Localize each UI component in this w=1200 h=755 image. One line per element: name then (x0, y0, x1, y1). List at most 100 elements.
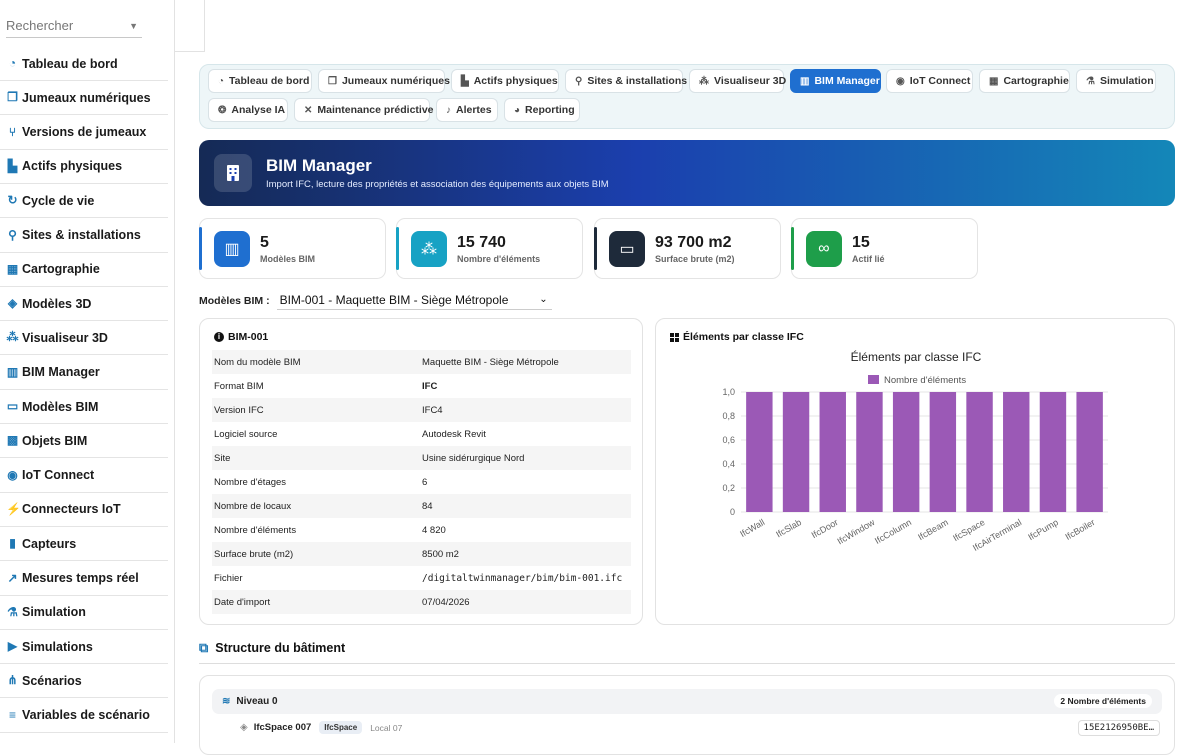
chevron-down-icon: ⌄ (539, 294, 548, 305)
stat-label: Modèles BIM (260, 254, 316, 264)
sidebar-item-actifs-physiques[interactable]: ▙ Actifs physiques (0, 150, 168, 184)
x-tick-label: IfcDoor (810, 517, 840, 540)
detail-row: Date d'import 07/04/2026 (212, 590, 631, 614)
y-tick-label: 1,0 (722, 387, 735, 397)
sidebar-item-sites-installations[interactable]: ⚲ Sites & installations (0, 219, 168, 253)
detail-value: Usine sidérurgique Nord (422, 452, 525, 464)
page-banner: BIM Manager Import IFC, lecture des prop… (199, 140, 1175, 206)
tab-actifs-physiques[interactable]: ▙ Actifs physiques (451, 69, 559, 93)
tab-reporting[interactable]: ◕ Reporting (504, 98, 580, 122)
tab-sites-installations[interactable]: ⚲ Sites & installations (565, 69, 687, 93)
chart-bar-icon: ▙ (7, 158, 18, 173)
detail-key: Nom du modèle BIM (214, 356, 301, 368)
brain-icon: ❂ (218, 104, 227, 116)
sidebar-item-tableau-de-bord[interactable]: ◔ Tableau de bord (0, 47, 168, 81)
sidebar-item-label: Jumeaux numériques (22, 90, 151, 105)
stat-label: Surface brute (m2) (655, 254, 735, 264)
building-icon: ▥ (6, 364, 19, 379)
plug-icon: ⚡ (6, 501, 21, 516)
tab-tableau-de-bord[interactable]: ◔ Tableau de bord (208, 69, 312, 93)
sidebar-item-simulation[interactable]: ⚗ Simulation (0, 596, 168, 630)
sidebar-item-objets-bim[interactable]: ▩ Objets BIM (0, 424, 168, 459)
details-title-text: BIM-001 (228, 331, 269, 343)
broadcast-icon: ◉ (896, 75, 905, 87)
detail-row: Surface brute (m2) 8500 m2 (212, 542, 631, 566)
sidebar-item-label: Sites & installations (22, 228, 141, 242)
sidebar-item-mod-les-3d[interactable]: ◈ Modèles 3D (0, 287, 168, 322)
sidebar-item-label: Modèles BIM (22, 399, 99, 414)
model-select[interactable]: BIM-001 - Maquette BIM - Siège Métropole… (276, 292, 552, 310)
sidebar-item-label: Cycle de vie (22, 193, 95, 208)
legend-label: Nombre d'éléments (884, 375, 966, 386)
stat-value: 15 (852, 234, 870, 251)
sidebar-item-sc-narios[interactable]: ⋔ Scénarios (0, 664, 168, 699)
sidebar-item-bim-manager[interactable]: ▥ BIM Manager (0, 356, 168, 390)
tab-label: BIM Manager (814, 75, 880, 87)
tab-bim-manager[interactable]: ▥ BIM Manager (790, 69, 881, 93)
gauge-icon: ◔ (218, 75, 225, 87)
nodes-icon: ⋔ (7, 673, 18, 688)
sidebar-item-capteurs[interactable]: ▮ Capteurs (0, 527, 168, 562)
detail-value: 07/04/2026 (422, 596, 470, 608)
level-row[interactable]: ≋ Niveau 0 2 Nombre d'éléments (212, 689, 1162, 714)
search-input[interactable]: Rechercher ▼ (6, 14, 142, 38)
model-selector: Modèles BIM : BIM-001 - Maquette BIM - S… (199, 292, 552, 310)
pie-icon: ◕ (514, 104, 521, 116)
detail-key: Nombre d'étages (214, 476, 287, 488)
detail-key: Logiciel source (214, 428, 278, 440)
sliders-icon: ≡ (8, 707, 16, 722)
detail-row: Fichier/digitaltwinmanager/bim/bim-001.i… (212, 566, 631, 590)
layers-icon: ≋ (222, 696, 231, 707)
sidebar-item-label: Visualiseur 3D (22, 330, 108, 345)
tab-analyse-ia[interactable]: ❂ Analyse IA (208, 98, 288, 122)
sidebar-item-iot-connect[interactable]: ◉ IoT Connect (0, 459, 168, 493)
tab-simulation[interactable]: ⚗ Simulation (1076, 69, 1156, 93)
x-tick-label: IfcWall (738, 517, 766, 539)
map-icon: ▦ (6, 261, 19, 276)
chevron-down-icon[interactable]: ▼ (129, 21, 138, 31)
sidebar-item-label: BIM Manager (22, 365, 100, 380)
divider (199, 663, 1175, 664)
detail-row: Nombre d'éléments 4 820 (212, 518, 631, 542)
page-subtitle: Import IFC, lecture des propriétés et as… (266, 179, 609, 190)
sidebar-item-connecteurs-iot[interactable]: ⚡ Connecteurs IoT (0, 493, 168, 527)
tab-visualiseur-3d[interactable]: ⁂ Visualiseur 3D (689, 69, 786, 93)
sidebar-item-visualiseur-3d[interactable]: ⁂ Visualiseur 3D (0, 321, 168, 356)
detail-key: Date d'import (214, 596, 271, 608)
tab-cartographie[interactable]: ▦ Cartographie (979, 69, 1070, 93)
tab-maintenance-pr-dictive[interactable]: ✕ Maintenance prédictive (294, 98, 434, 122)
tab-jumeaux-num-riques[interactable]: ❐ Jumeaux numériques (318, 69, 450, 93)
detail-key: Format BIM (214, 380, 264, 392)
sidebar-item-mesures-temps-r-el[interactable]: ↗ Mesures temps réel (0, 562, 168, 596)
space-item[interactable]: ◈ IfcSpace 007 IfcSpace Local 07 (240, 721, 402, 734)
chart-panel-title-text: Éléments par classe IFC (683, 331, 804, 343)
model-select-label: Modèles BIM : (199, 295, 270, 307)
stat-card: ▥ 5 Modèles BIM (199, 218, 386, 279)
structure-heading: ⧉ Structure du bâtiment (199, 640, 345, 656)
sidebar-item-simulations[interactable]: ▶ Simulations (0, 630, 168, 665)
chart-bar-icon: ▙ (461, 75, 469, 87)
map-pin-icon: ⚲ (8, 227, 17, 242)
detail-value: 6 (422, 476, 428, 488)
sidebar-item-variables-de-sc-nario[interactable]: ≡ Variables de scénario (0, 699, 168, 733)
ruler-icon: ▭ (609, 231, 645, 267)
sidebar-item-mod-les-bim[interactable]: ▭ Modèles BIM (0, 390, 168, 424)
sidebar-item-cycle-de-vie[interactable]: ↻ Cycle de vie (0, 184, 168, 219)
building-icon (214, 154, 252, 192)
detail-row: Nombre d'étages 6 (212, 470, 631, 494)
bar-ifcairterminal (1003, 392, 1030, 512)
detail-value: Maquette BIM - Siège Métropole (422, 356, 559, 368)
tab-alertes[interactable]: ♪ Alertes (436, 98, 498, 122)
stat-card: ▭ 93 700 m2 Surface brute (m2) (594, 218, 781, 279)
sidebar-item-jumeaux-num-riques[interactable]: ❐ Jumeaux numériques (0, 81, 168, 116)
tab-iot-connect[interactable]: ◉ IoT Connect (886, 69, 973, 93)
sidebar-item-versions-de-jumeaux[interactable]: ⑂ Versions de jumeaux (0, 116, 168, 150)
info-icon: i (214, 332, 224, 342)
sidebar-item-label: Mesures temps réel (22, 571, 139, 585)
line-chart-icon: ↗ (7, 570, 18, 585)
sidebar-item-label: Actifs physiques (22, 159, 123, 174)
detail-value: /digitaltwinmanager/bim/bim-001.ifc (422, 572, 623, 584)
level-count-badge: 2 Nombre d'éléments (1054, 694, 1152, 708)
detail-value: IFC4 (422, 404, 443, 416)
sidebar-item-cartographie[interactable]: ▦ Cartographie (0, 253, 168, 287)
